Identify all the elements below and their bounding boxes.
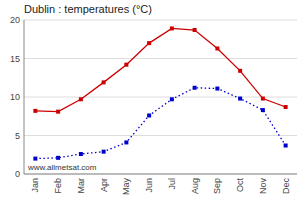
- series-line: [35, 88, 285, 159]
- point: [79, 152, 83, 156]
- grid-line: [24, 58, 297, 59]
- point: [147, 41, 151, 45]
- y-tick-label: 15: [10, 54, 20, 64]
- x-tick-label: Jan: [30, 178, 40, 193]
- y-tick-label: 5: [15, 131, 20, 141]
- point: [261, 108, 265, 112]
- point: [193, 28, 197, 32]
- point: [193, 86, 197, 90]
- x-tick-label: Oct: [235, 178, 245, 193]
- x-tick-label: May: [121, 178, 131, 196]
- x-tick-label: Sep: [212, 178, 222, 194]
- x-tick-label: Jun: [144, 178, 154, 193]
- point: [102, 150, 106, 154]
- annotation: www.allmetsat.com: [27, 163, 97, 172]
- point: [238, 69, 242, 73]
- series-line: [35, 28, 285, 111]
- grid-line: [24, 20, 297, 21]
- point: [261, 97, 265, 101]
- point: [56, 110, 60, 114]
- grid: [24, 20, 297, 174]
- grid-line: [24, 174, 297, 175]
- point: [147, 113, 151, 117]
- x-tick-label: Feb: [53, 178, 63, 194]
- y-axis-line: [24, 20, 25, 174]
- point: [215, 87, 219, 91]
- point: [284, 105, 288, 109]
- point: [33, 157, 37, 161]
- chart: 0 5 10 15 20 Jan Feb Mar Apr May Jun Jul Aug Sep Oct No…: [0, 0, 305, 200]
- point: [102, 80, 106, 84]
- point: [170, 26, 174, 30]
- point: [124, 63, 128, 67]
- point: [124, 140, 128, 144]
- plot-area: [33, 26, 287, 160]
- x-tick-label: Dec: [281, 178, 291, 195]
- x-tick-label: Mar: [76, 178, 86, 194]
- point: [33, 109, 37, 113]
- y-tick-label: 0: [15, 169, 20, 179]
- title: Dublin : temperatures (°C): [24, 3, 152, 15]
- x-tick-label: Jul: [167, 178, 177, 190]
- x-tick-label: Apr: [99, 178, 109, 192]
- y-tick-label: 10: [10, 92, 20, 102]
- y-tick-label: 20: [10, 15, 20, 25]
- grid-line: [24, 97, 297, 98]
- x-tick-label: Aug: [190, 178, 200, 194]
- grid-line: [24, 135, 297, 136]
- x-axis-line: [24, 174, 297, 175]
- point: [170, 97, 174, 101]
- point: [56, 156, 60, 160]
- point: [238, 97, 242, 101]
- x-tick-label: Nov: [258, 178, 268, 195]
- point: [215, 46, 219, 50]
- point: [79, 97, 83, 101]
- point: [284, 144, 288, 148]
